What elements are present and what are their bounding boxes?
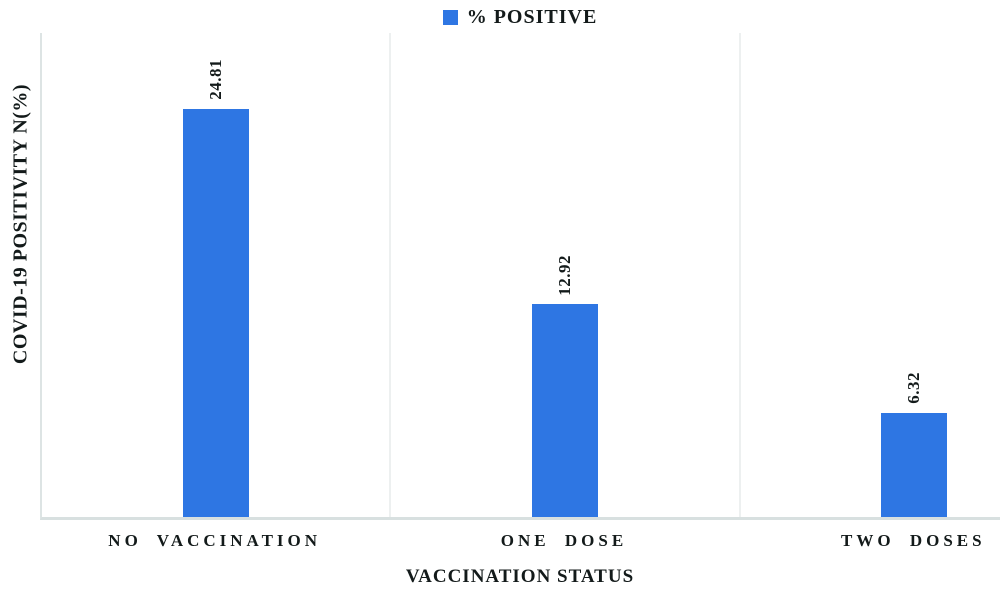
legend: % POSITIVE	[40, 4, 1000, 30]
plot-area: 24.81 12.92 6.32	[40, 33, 1000, 520]
bar-value-label: 24.81	[205, 58, 225, 100]
y-axis-title: COVID-19 POSITIVITY N(%)	[9, 83, 32, 365]
x-axis-title: VACCINATION STATUS	[405, 566, 635, 587]
category-panel: 6.32	[738, 33, 1000, 517]
category-label: ONE DOSE	[500, 531, 628, 550]
bar	[182, 108, 249, 517]
bar	[881, 412, 948, 517]
legend-label: % POSITIVE	[466, 5, 598, 28]
category-axis-labels: NO VACCINATION ONE DOSE TWO DOSES	[40, 531, 1000, 557]
bar-value-label: 12.92	[554, 254, 574, 296]
legend-marker-square-icon	[442, 9, 458, 25]
bar	[531, 304, 598, 517]
category-label: NO VACCINATION	[108, 531, 322, 550]
bar-value-label: 6.32	[904, 372, 924, 404]
category-panel: 24.81	[42, 33, 389, 517]
category-panel: 12.92	[389, 33, 738, 517]
category-label: TWO DOSES	[841, 531, 986, 550]
